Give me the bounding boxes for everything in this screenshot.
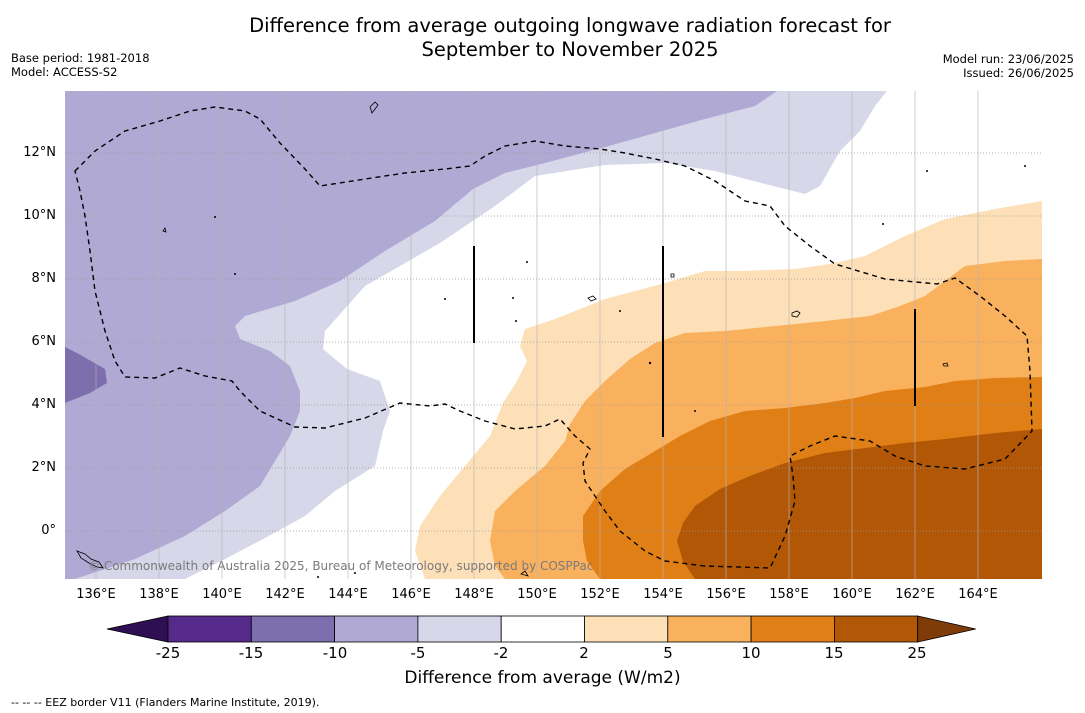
- colorbar-tick: 5: [663, 644, 673, 662]
- lon-label: 148°E: [454, 587, 494, 602]
- colorbar-tick: -15: [238, 644, 264, 662]
- lat-label: 8°N: [31, 271, 57, 286]
- colorbar-arrow-low: [106, 615, 169, 643]
- lon-label: 152°E: [580, 587, 620, 602]
- lon-label: 136°E: [76, 587, 116, 602]
- lon-label: 142°E: [265, 587, 305, 602]
- lon-label: 144°E: [328, 587, 368, 602]
- colorbar-tick: -25: [155, 644, 181, 662]
- eez-vertical-lines: [473, 246, 916, 437]
- colorbar-tick: 25: [907, 644, 927, 662]
- base-period: Base period: 1981-2018: [11, 51, 150, 65]
- colorbar-segment: [167, 615, 252, 643]
- lon-label: 158°E: [769, 587, 809, 602]
- lon-label: 150°E: [517, 587, 557, 602]
- small-islets: [214, 165, 1026, 578]
- colorbar-segment: [250, 615, 336, 643]
- islands: [76, 101, 949, 577]
- map-panel: [65, 91, 1042, 579]
- meta-right: Model run: 23/06/2025 Issued: 26/06/2025: [943, 52, 1074, 80]
- chart-title: Difference from average outgoing longwav…: [170, 14, 970, 62]
- title-line-1: Difference from average outgoing longwav…: [249, 14, 891, 37]
- lon-label: 160°E: [832, 587, 872, 602]
- model-name: Model: ACCESS-S2: [11, 65, 118, 79]
- colorbar-tick: 2: [579, 644, 589, 662]
- colorbar-tick: -10: [322, 644, 348, 662]
- colorbar: [105, 614, 980, 648]
- contour-minus10-minus5: [65, 91, 777, 579]
- colorbar-tick: 15: [824, 644, 844, 662]
- lat-label: 12°N: [23, 145, 56, 160]
- lon-label: 162°E: [895, 587, 935, 602]
- colorbar-segment: [750, 615, 835, 643]
- title-line-2: September to November 2025: [421, 38, 719, 61]
- colorbar-tick: 10: [741, 644, 761, 662]
- lon-label: 156°E: [706, 587, 746, 602]
- colorbar-tick: -5: [410, 644, 426, 662]
- colorbar-segment: [667, 615, 752, 643]
- contour-15-25: [677, 429, 1042, 579]
- graticule: [65, 152, 1042, 532]
- lat-label: 10°N: [23, 208, 56, 223]
- lat-label: 6°N: [31, 334, 57, 349]
- map-svg: [65, 91, 1042, 579]
- model-run: Model run: 23/06/2025: [942, 52, 1074, 66]
- lat-label: 0°: [41, 523, 56, 538]
- lon-label: 138°E: [139, 587, 179, 602]
- lon-label: 164°E: [958, 587, 998, 602]
- colorbar-label: Difference from average (W/m2): [404, 668, 681, 688]
- colorbar-svg: [106, 615, 976, 643]
- lon-label: 146°E: [391, 587, 431, 602]
- meta-left: Base period: 1981-2018 Model: ACCESS-S2: [11, 51, 150, 79]
- copyright-notice: © Commonwealth of Australia 2025, Bureau…: [88, 559, 594, 573]
- colorbar-segment: [417, 615, 502, 643]
- colorbar-segment: [500, 615, 585, 643]
- colorbar-segment: [584, 615, 669, 643]
- issued-date: Issued: 26/06/2025: [963, 66, 1074, 80]
- lat-label: 4°N: [31, 397, 57, 412]
- colorbar-arrow-high: [917, 615, 976, 643]
- eez-borders: [74, 106, 1033, 569]
- colorbar-tick: -2: [493, 644, 509, 662]
- colorbar-segment: [834, 615, 919, 643]
- colorbar-segment: [334, 615, 419, 643]
- lon-label: 154°E: [643, 587, 683, 602]
- eez-footnote: -- -- -- EEZ border V11 (Flanders Marine…: [11, 696, 320, 709]
- lon-label: 140°E: [202, 587, 242, 602]
- lat-label: 2°N: [31, 460, 57, 475]
- contour-minus15-minus10: [65, 347, 107, 403]
